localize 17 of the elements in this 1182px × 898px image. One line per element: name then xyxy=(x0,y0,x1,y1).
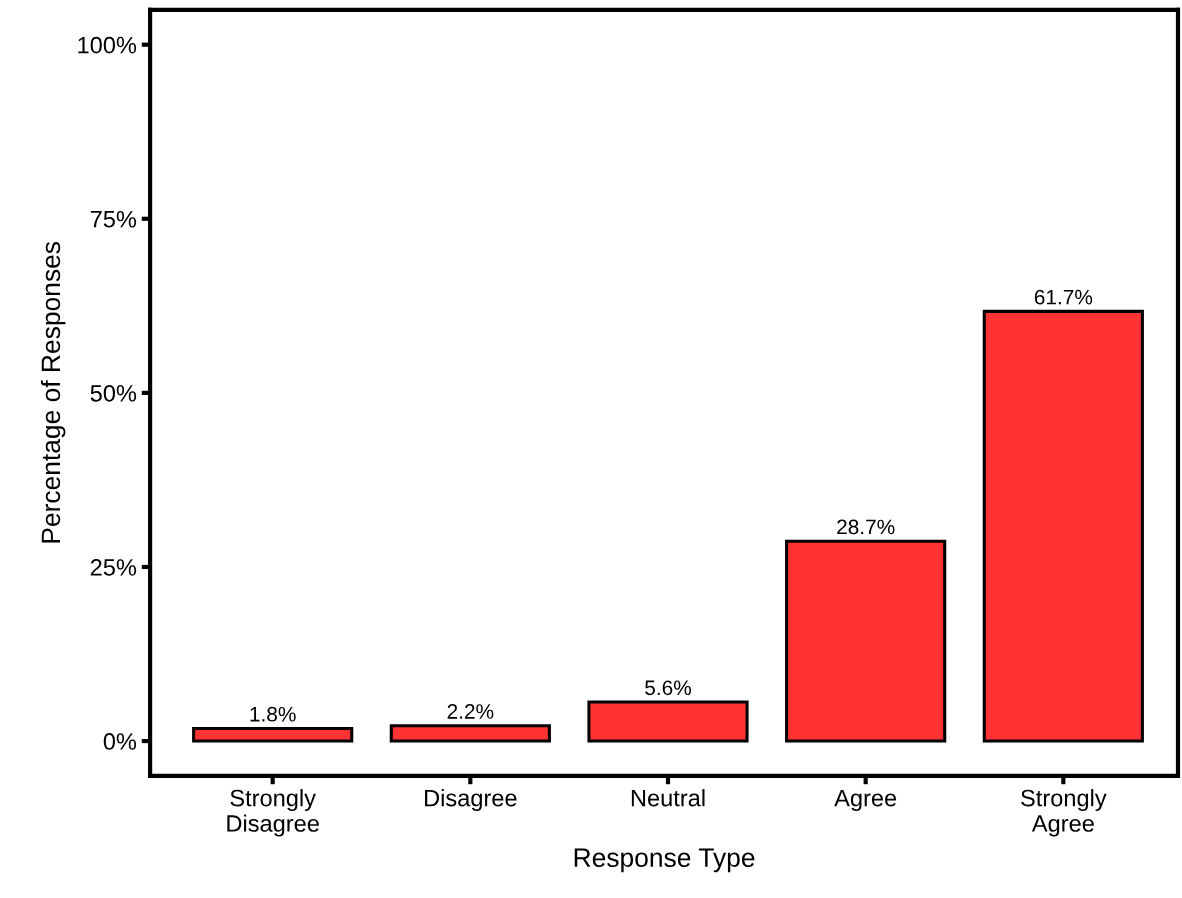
x-axis-title: Response Type xyxy=(574,848,755,873)
x-tick-label: Strongly Disagree xyxy=(227,789,319,837)
y-tick-label: 100% xyxy=(78,36,137,54)
data-label: 5.6% xyxy=(645,680,691,696)
data-label: 61.7% xyxy=(1034,289,1093,305)
y-tick-label: 75% xyxy=(90,210,137,228)
x-tick-label: Strongly Agree xyxy=(1021,789,1107,837)
x-tick-label: Agree xyxy=(834,789,897,812)
data-label: 28.7% xyxy=(837,519,895,535)
x-tick-label: Disagree xyxy=(425,789,517,812)
x-tick-label: Neutral xyxy=(631,789,705,807)
y-tick-label: 50% xyxy=(90,384,137,402)
y-tick-label: 25% xyxy=(90,559,137,576)
y-tick-label: 0% xyxy=(103,733,137,750)
data-label: 1.8% xyxy=(250,706,296,722)
y-axis-title: Percentage of Responses xyxy=(40,241,66,543)
data-label: 2.2% xyxy=(447,704,494,719)
